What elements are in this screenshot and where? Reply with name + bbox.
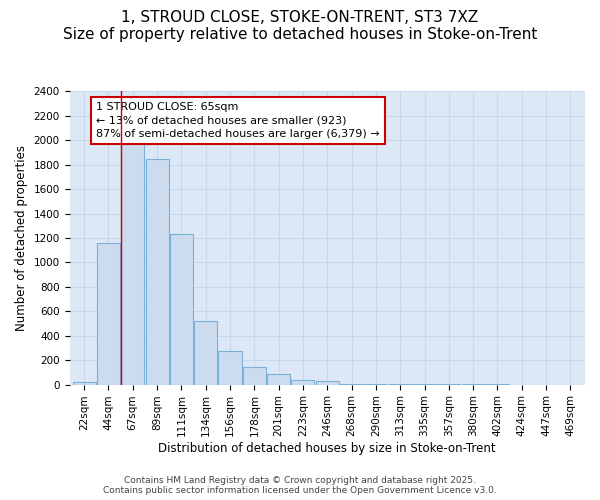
Text: 1 STROUD CLOSE: 65sqm
← 13% of detached houses are smaller (923)
87% of semi-det: 1 STROUD CLOSE: 65sqm ← 13% of detached …	[96, 102, 380, 139]
Bar	[316, 381, 339, 384]
Bar	[73, 382, 95, 384]
Bar	[146, 158, 169, 384]
Text: 1, STROUD CLOSE, STOKE-ON-TRENT, ST3 7XZ
Size of property relative to detached h: 1, STROUD CLOSE, STOKE-ON-TRENT, ST3 7XZ…	[63, 10, 537, 42]
Bar	[243, 367, 266, 384]
Bar	[218, 351, 242, 384]
Text: Contains HM Land Registry data © Crown copyright and database right 2025.
Contai: Contains HM Land Registry data © Crown c…	[103, 476, 497, 495]
Bar	[267, 374, 290, 384]
X-axis label: Distribution of detached houses by size in Stoke-on-Trent: Distribution of detached houses by size …	[158, 442, 496, 455]
Bar	[97, 243, 120, 384]
Y-axis label: Number of detached properties: Number of detached properties	[15, 145, 28, 331]
Bar	[121, 144, 144, 384]
Bar	[170, 234, 193, 384]
Bar	[194, 321, 217, 384]
Bar	[292, 380, 314, 384]
